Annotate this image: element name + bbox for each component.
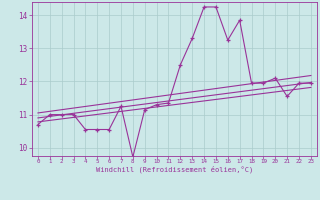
X-axis label: Windchill (Refroidissement éolien,°C): Windchill (Refroidissement éolien,°C): [96, 166, 253, 173]
